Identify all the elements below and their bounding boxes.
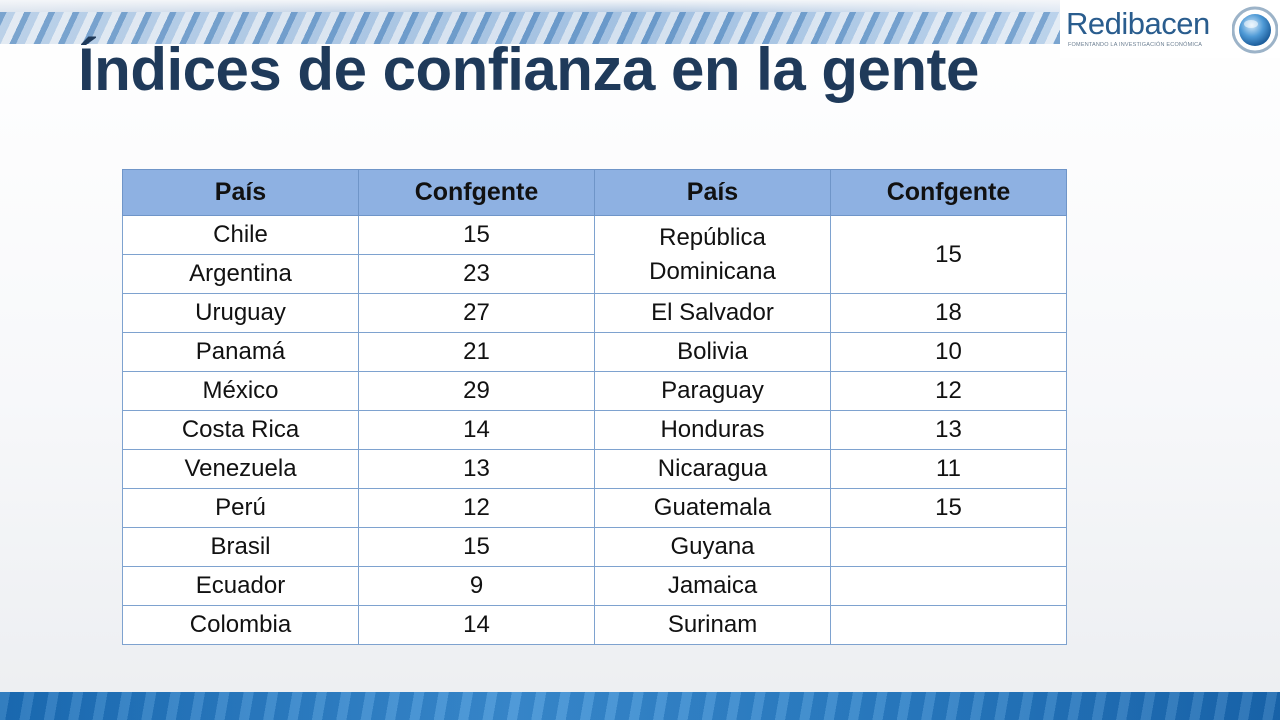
- country-cell: Uruguay: [122, 293, 359, 333]
- table-row: Uruguay 27 El Salvador 18: [122, 293, 1067, 333]
- country-cell: El Salvador: [594, 293, 831, 333]
- header-pais-right: País: [594, 169, 831, 216]
- slide-title: Índices de confianza en la gente: [78, 36, 979, 103]
- table-row: México 29 Paraguay 12: [122, 371, 1067, 411]
- table-row: Argentina 23: [122, 254, 1067, 294]
- table-row: Ecuador 9 Jamaica: [122, 566, 1067, 606]
- value-cell: 21: [358, 332, 595, 372]
- redibacen-logo: Redibacen Fomentando la investigación ec…: [1060, 0, 1280, 58]
- bottom-decorative-band: [0, 692, 1280, 720]
- value-cell: 15: [830, 215, 1067, 294]
- value-cell: 13: [830, 410, 1067, 450]
- country-cell: Nicaragua: [594, 449, 831, 489]
- table-row: Brasil 15 Guyana: [122, 527, 1067, 567]
- table-row: Perú 12 Guatemala 15: [122, 488, 1067, 528]
- value-cell: 18: [830, 293, 1067, 333]
- value-cell: 23: [358, 254, 595, 294]
- value-cell: 14: [358, 605, 595, 645]
- table-row: Colombia 14 Surinam: [122, 605, 1067, 645]
- country-cell: Colombia: [122, 605, 359, 645]
- header-confgente-right: Confgente: [830, 169, 1067, 216]
- bottom-band-stripes: [0, 692, 1280, 720]
- value-cell: 15: [830, 488, 1067, 528]
- top-band-fade: [0, 0, 1060, 12]
- table-row: Costa Rica 14 Honduras 13: [122, 410, 1067, 450]
- value-cell: [830, 605, 1067, 645]
- country-cell: Argentina: [122, 254, 359, 294]
- country-cell: Ecuador: [122, 566, 359, 606]
- value-cell: 13: [358, 449, 595, 489]
- country-cell: Brasil: [122, 527, 359, 567]
- value-cell: [830, 527, 1067, 567]
- value-cell: 15: [358, 215, 595, 255]
- trust-index-table: País Confgente País Confgente Chile 15 R…: [122, 169, 1067, 645]
- globe-icon: [1232, 6, 1278, 54]
- country-cell: Chile: [122, 215, 359, 255]
- header-confgente-left: Confgente: [358, 169, 595, 216]
- country-cell: Panamá: [122, 332, 359, 372]
- value-cell: 12: [358, 488, 595, 528]
- country-cell: Guatemala: [594, 488, 831, 528]
- value-cell: 10: [830, 332, 1067, 372]
- country-cell: Honduras: [594, 410, 831, 450]
- logo-tagline: Fomentando la investigación económica: [1068, 42, 1203, 48]
- top-band-stripes: [0, 12, 1060, 44]
- country-cell: Guyana: [594, 527, 831, 567]
- country-cell: Perú: [122, 488, 359, 528]
- header-pais-left: País: [122, 169, 359, 216]
- country-cell: Costa Rica: [122, 410, 359, 450]
- country-cell: Jamaica: [594, 566, 831, 606]
- country-cell: Bolivia: [594, 332, 831, 372]
- value-cell: 27: [358, 293, 595, 333]
- value-cell: 15: [358, 527, 595, 567]
- country-cell: Surinam: [594, 605, 831, 645]
- top-decorative-band: [0, 0, 1060, 44]
- table-row: Panamá 21 Bolivia 10: [122, 332, 1067, 372]
- country-cell: Venezuela: [122, 449, 359, 489]
- logo-wordmark: Redibacen: [1066, 6, 1210, 41]
- value-cell: [830, 566, 1067, 606]
- country-cell: México: [122, 371, 359, 411]
- table-row: Chile 15 República Dominicana 15: [122, 215, 1067, 294]
- table-row: Venezuela 13 Nicaragua 11: [122, 449, 1067, 489]
- country-cell: Paraguay: [594, 371, 831, 411]
- value-cell: 9: [358, 566, 595, 606]
- value-cell: 12: [830, 371, 1067, 411]
- table-header-row: País Confgente País Confgente: [122, 169, 1067, 216]
- value-cell: 29: [358, 371, 595, 411]
- value-cell: 14: [358, 410, 595, 450]
- country-cell: República Dominicana: [594, 215, 831, 294]
- value-cell: 11: [830, 449, 1067, 489]
